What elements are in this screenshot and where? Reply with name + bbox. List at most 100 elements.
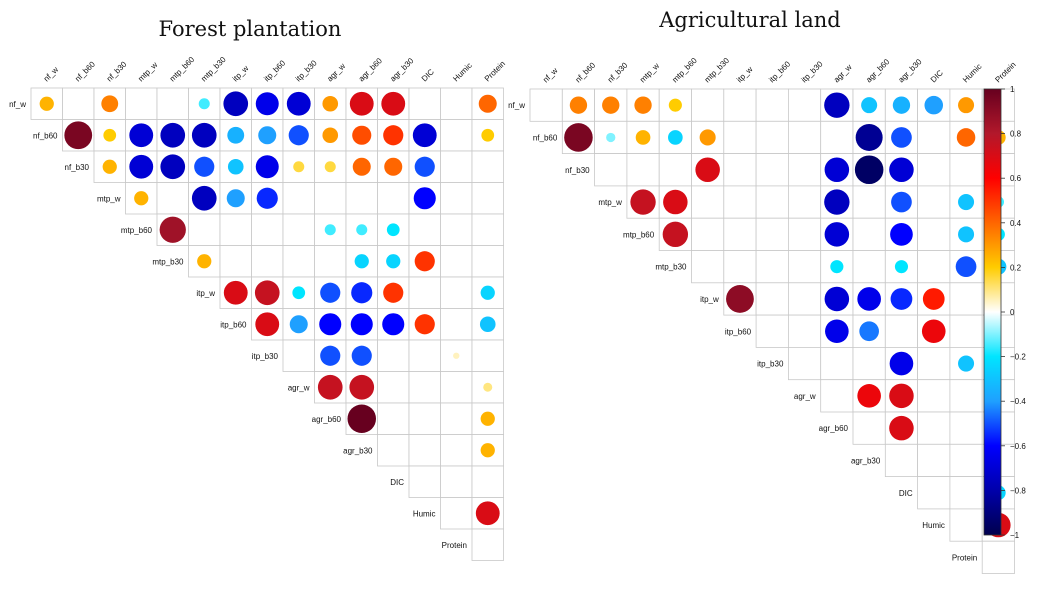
right-row-label: mtp_w: [598, 198, 622, 207]
right-column-label: agr_b60: [864, 57, 892, 85]
left-grid-cell: [251, 213, 284, 246]
right-grid-cell: [626, 153, 660, 187]
right-grid-cell: [981, 540, 1015, 574]
left-correlation-circle: [191, 185, 217, 211]
left-row-label: itp_w: [196, 289, 215, 298]
left-correlation-circle: [319, 313, 342, 336]
right-grid-cell: [788, 282, 822, 316]
right-correlation-circle: [824, 157, 850, 183]
right-row-label: agr_b30: [851, 456, 881, 465]
right-correlation-circle: [830, 260, 844, 274]
right-grid-cell: [755, 88, 789, 122]
left-column-label: Humic: [451, 61, 473, 83]
left-correlogram: nf_w nf_b60 nf_b30 mtp_w mtp_b60 mtp_b30 itp_w…: [9, 55, 507, 561]
left-correlation-circle: [320, 282, 341, 303]
right-correlation-circle: [890, 288, 913, 310]
left-row-label: agr_b60: [312, 415, 342, 424]
right-correlation-circle: [564, 123, 593, 152]
right-grid-cell: [917, 379, 951, 413]
left-correlation-circle: [481, 128, 495, 142]
right-correlation-circle: [726, 285, 754, 313]
right-correlation-circle: [958, 194, 975, 211]
colorbar-tick-label: 0.2: [1010, 263, 1022, 272]
right-column-label: itp_w: [735, 65, 755, 85]
right-column-label: itp_b30: [800, 59, 825, 84]
left-correlation-circle: [324, 224, 336, 236]
left-grid-cell: [282, 245, 315, 278]
right-correlation-circle: [890, 223, 913, 246]
left-grid-cell: [377, 434, 410, 467]
right-grid-cell: [820, 346, 854, 381]
right-correlation-circle: [958, 97, 975, 114]
right-correlation-circle: [861, 97, 878, 114]
right-grid-cell: [691, 88, 725, 122]
left-correlation-circle: [383, 282, 404, 303]
left-correlation-circle: [258, 126, 277, 145]
right-row-label: nf_w: [508, 101, 525, 110]
left-grid-cell: [440, 245, 473, 278]
left-correlation-circle: [352, 125, 372, 145]
left-grid-cell: [156, 182, 189, 215]
right-column-label: nf_b60: [574, 60, 598, 84]
right-column-label: agr_b30: [897, 57, 925, 85]
right-correlation-circle: [695, 157, 720, 183]
right-grid-cell: [755, 185, 789, 219]
left-column-label: agr_w: [325, 61, 347, 83]
left-row-label: mtp_w: [97, 194, 121, 203]
left-column-label: mtp_w: [136, 60, 159, 83]
colorbar-tick-label: −0.4: [1010, 397, 1026, 406]
right-grid-cell: [529, 88, 563, 122]
right-grid-cell: [820, 379, 854, 413]
left-grid-cell: [440, 213, 473, 246]
right-panel-title: Agricultural land: [658, 8, 840, 32]
left-column-label: mtp_b30: [199, 55, 228, 84]
left-grid-cell: [377, 371, 410, 404]
left-correlation-circle: [227, 126, 245, 144]
right-correlation-circle: [956, 128, 976, 147]
left-correlation-circle: [322, 95, 339, 112]
left-correlation-circle: [39, 96, 54, 111]
right-grid-cell: [917, 217, 951, 251]
left-grid-cell: [408, 213, 441, 246]
left-correlation-circle: [288, 125, 309, 146]
left-correlation-circle: [475, 501, 500, 526]
left-column-label: Protein: [483, 59, 507, 83]
left-correlation-circle: [191, 122, 217, 148]
colorbar-tick-label: −0.2: [1010, 353, 1026, 362]
right-correlation-circle: [854, 155, 884, 185]
right-grid-cell: [788, 217, 822, 251]
left-row-label: mtp_b60: [121, 226, 153, 235]
colorbar-gradient: [983, 88, 1002, 536]
left-grid-cell: [471, 245, 504, 278]
right-correlation-circle: [662, 221, 689, 248]
right-correlogram: nf_w nf_b60 nf_b30 mtp_w mtp_b60 mtp_b30 itp_w…: [508, 56, 1018, 574]
left-row-label: agr_b30: [343, 446, 373, 455]
colorbar: 1 0.8 0.6 0.4 0.2 0 −0.2 −0.4 −0.6 −0.8 −1: [983, 85, 1026, 540]
left-column-label: itp_b60: [262, 58, 287, 83]
right-grid-cell: [788, 314, 822, 348]
right-column-label: DIC: [929, 68, 945, 84]
right-grid-cell: [949, 379, 983, 413]
left-correlation-circle: [293, 161, 305, 173]
right-grid-cell: [917, 185, 951, 219]
left-grid-cell: [282, 339, 315, 372]
left-grid-cell: [440, 497, 473, 530]
right-grid-cell: [594, 153, 628, 187]
left-grid-cell: [440, 371, 473, 404]
right-column-label: nf_b30: [606, 60, 630, 84]
colorbar-tick-label: −0.6: [1010, 442, 1026, 451]
right-correlation-circle: [824, 222, 850, 247]
left-correlation-circle: [480, 411, 495, 426]
right-grid-cell: [723, 250, 757, 284]
colorbar-tick-label: 0.8: [1010, 130, 1022, 139]
left-correlation-circle: [223, 280, 248, 305]
right-correlation-circle: [924, 95, 944, 115]
left-correlation-circle: [480, 443, 495, 458]
right-correlation-circle: [824, 189, 850, 215]
left-correlation-circle: [198, 98, 210, 110]
left-column-label: agr_b60: [357, 56, 385, 84]
right-correlation-circle: [891, 191, 912, 213]
left-column-label: nf_w: [42, 65, 60, 83]
right-grid-cell: [949, 153, 983, 187]
left-correlation-circle: [102, 159, 117, 174]
